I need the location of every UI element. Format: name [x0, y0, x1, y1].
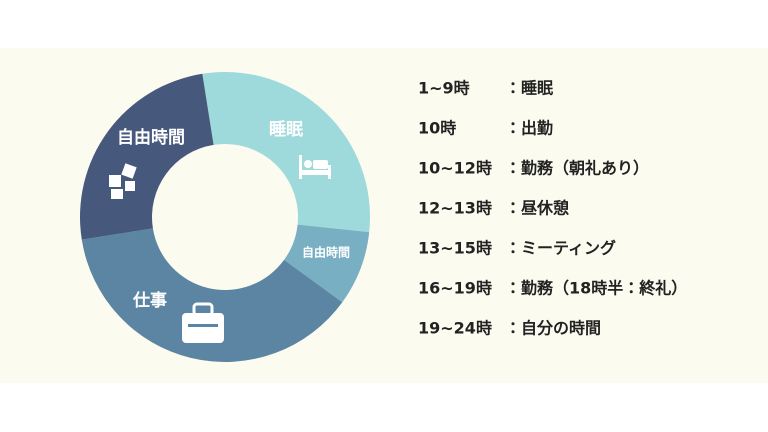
schedule-activity: ：昼休憩 — [505, 199, 569, 218]
slice-label: 仕事 — [132, 290, 167, 311]
slice — [284, 224, 370, 303]
slice — [202, 71, 371, 233]
schedule-activity: ：自分の時間 — [505, 319, 601, 338]
schedule-time: 1~9時 — [418, 79, 470, 98]
schedule-activity: ：睡眠 — [505, 79, 554, 98]
donut — [79, 71, 371, 363]
slice-label: 自由時間 — [117, 127, 185, 148]
slice-label: 睡眠 — [269, 119, 304, 140]
schedule-time: 13~15時 — [418, 239, 492, 258]
schedule-time: 16~19時 — [418, 279, 492, 298]
puzzle-icon — [109, 163, 137, 199]
schedule-time: 12~13時 — [418, 199, 492, 218]
schedule-activity: ：ミーティング — [505, 239, 616, 258]
slice-label: 自由時間 — [302, 245, 350, 260]
briefcase-icon — [182, 302, 224, 343]
schedule-time: 10時 — [418, 119, 456, 138]
schedule-list: 1~9時 ：睡眠 10時 ：出勤 10~12時 ：勤務（朝礼あり） 12~13時 ：昼休憩 13… — [418, 79, 687, 338]
slice — [81, 228, 343, 363]
schedule-time: 10~12時 — [418, 159, 492, 178]
schedule-activity: ：出勤 — [505, 119, 553, 138]
bed-icon — [299, 155, 331, 179]
schedule-activity: ：勤務（18時半：終礼） — [505, 279, 687, 298]
schedule-time: 19~24時 — [418, 319, 492, 338]
schedule-activity: ：勤務（朝礼あり） — [505, 159, 649, 178]
